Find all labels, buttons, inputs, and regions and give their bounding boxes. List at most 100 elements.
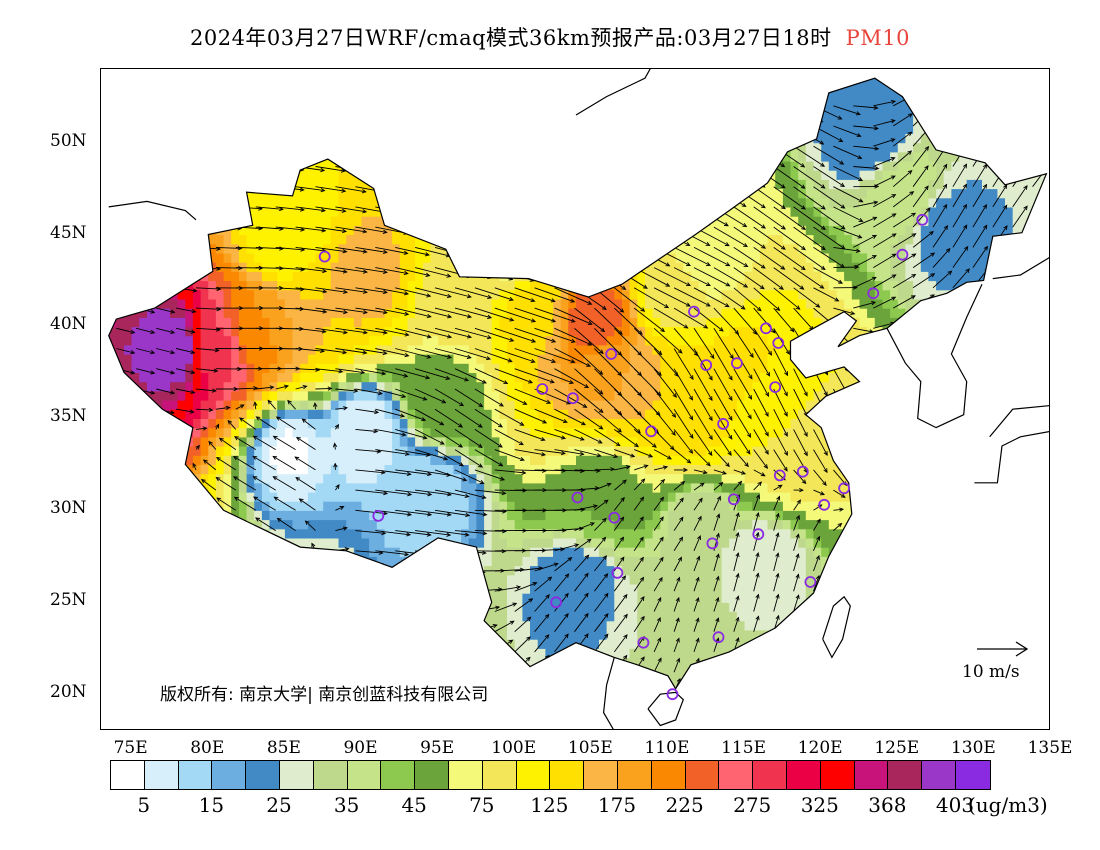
field-cell (124, 418, 133, 429)
field-cell (346, 87, 355, 98)
field-cell (583, 501, 592, 511)
field-cell (124, 216, 133, 226)
field-cell (277, 436, 286, 447)
field-cell (530, 713, 538, 723)
field-cell (430, 639, 439, 649)
field-cell (399, 565, 409, 576)
field-cell (192, 400, 202, 410)
field-cell (522, 96, 531, 107)
field-cell (300, 446, 309, 456)
field-cell (438, 593, 447, 603)
field-cell (507, 418, 516, 429)
field-cell (330, 206, 340, 217)
field-cell (323, 390, 332, 401)
field-cell (116, 243, 125, 254)
field-cell (246, 639, 255, 649)
field-cell (514, 675, 523, 686)
field-cell (215, 556, 225, 567)
field-cell (131, 602, 140, 613)
field-cell (438, 620, 447, 631)
field-cell (568, 675, 577, 686)
field-cell (185, 491, 194, 502)
field-cell (147, 160, 156, 171)
field-cell (422, 96, 432, 107)
field-cell (622, 427, 631, 438)
field-cell (392, 455, 401, 465)
field-cell (622, 722, 630, 730)
field-cell (231, 528, 240, 539)
field-cell (254, 639, 263, 649)
field-cell (269, 179, 278, 190)
field-cell (530, 491, 539, 502)
field-cell (170, 308, 179, 318)
field-cell (246, 400, 255, 410)
field-cell (323, 629, 332, 640)
field-cell (629, 602, 638, 613)
field-cell (537, 243, 546, 254)
field-cell (507, 400, 516, 410)
field-cell (269, 289, 278, 300)
field-cell (338, 381, 347, 392)
field-cell (192, 124, 202, 134)
field-cell (307, 216, 317, 226)
field-cell (261, 611, 271, 622)
field-cell (116, 234, 125, 245)
field-cell (108, 243, 110, 254)
field-cell (162, 427, 171, 438)
field-cell (476, 317, 485, 328)
field-cell (261, 280, 271, 291)
field-cell (445, 262, 455, 272)
field-cell (430, 216, 439, 226)
field-cell (553, 335, 562, 346)
field-cell (246, 666, 255, 677)
field-cell (407, 547, 416, 557)
field-cell (185, 298, 194, 309)
field-cell (277, 372, 286, 383)
field-cell (407, 225, 416, 236)
field-cell (170, 344, 179, 355)
field-cell (177, 160, 186, 171)
field-cell (277, 354, 286, 364)
field-cell (346, 390, 355, 401)
field-cell (261, 556, 271, 567)
field-cell (139, 344, 148, 355)
field-cell (461, 666, 470, 677)
field-cell (131, 574, 140, 585)
field-cell (491, 170, 500, 180)
field-cell (461, 252, 470, 263)
field-cell (116, 666, 125, 677)
field-cell (293, 713, 301, 723)
field-cell (246, 225, 255, 236)
field-cell (224, 713, 232, 723)
field-cell (238, 501, 248, 511)
field-cell (200, 170, 209, 180)
field-cell (453, 317, 462, 328)
field-cell (568, 547, 577, 557)
field-cell (399, 78, 409, 88)
field-cell (192, 390, 202, 401)
field-cell (583, 308, 592, 318)
field-cell (484, 446, 493, 456)
field-cell (300, 537, 309, 548)
field-cell (468, 78, 477, 79)
field-cell (591, 537, 600, 548)
field-cell (246, 381, 255, 392)
field-cell (361, 519, 370, 530)
field-cell (545, 583, 554, 594)
field-cell (438, 519, 447, 530)
field-cell (591, 639, 600, 649)
field-cell (430, 298, 439, 309)
field-cell (139, 639, 148, 649)
field-cell (307, 537, 317, 548)
field-cell (108, 464, 110, 475)
field-cell (553, 354, 562, 364)
field-cell (591, 87, 600, 98)
field-cell (422, 262, 432, 272)
field-cell (407, 381, 416, 392)
field-cell (599, 142, 608, 153)
field-cell (629, 685, 638, 689)
field-cell (568, 482, 577, 493)
field-cell (614, 482, 623, 493)
field-cell (108, 482, 117, 493)
field-cell (208, 298, 217, 309)
